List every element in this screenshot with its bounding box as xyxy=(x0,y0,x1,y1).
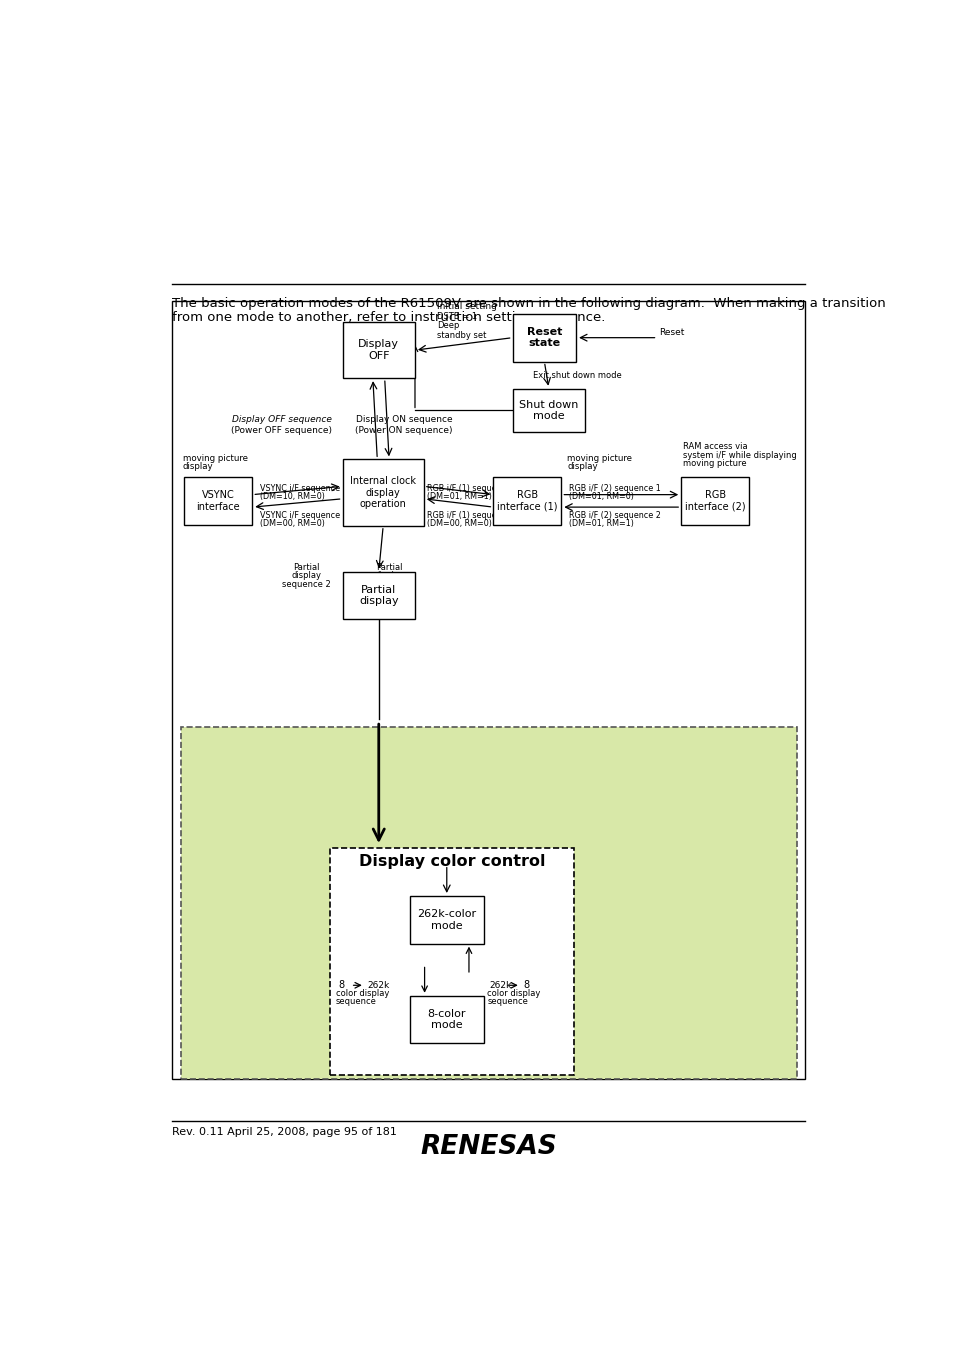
Bar xyxy=(342,323,415,378)
Text: Partial: Partial xyxy=(375,563,402,572)
Text: display: display xyxy=(567,462,598,471)
Text: DSTB = 1: DSTB = 1 xyxy=(436,312,476,321)
Text: 262k: 262k xyxy=(488,981,511,990)
Text: (DM=00, RM=0): (DM=00, RM=0) xyxy=(259,520,324,528)
Bar xyxy=(184,477,252,525)
Text: VSYNC i/F sequence 2: VSYNC i/F sequence 2 xyxy=(259,483,347,493)
Text: moving picture: moving picture xyxy=(567,454,632,463)
Text: VSYNC i/F sequence 1: VSYNC i/F sequence 1 xyxy=(259,510,347,520)
Text: Initial setting: Initial setting xyxy=(436,301,497,310)
Text: 8-color
mode: 8-color mode xyxy=(427,1008,466,1030)
Bar xyxy=(410,996,483,1044)
Text: RAM access via: RAM access via xyxy=(682,443,746,451)
Text: 8: 8 xyxy=(523,980,529,991)
Text: sequence: sequence xyxy=(335,998,376,1006)
Bar xyxy=(493,477,560,525)
Text: moving picture: moving picture xyxy=(183,454,248,463)
Text: Partial
display: Partial display xyxy=(358,585,398,606)
Text: (DM=01, RM=1): (DM=01, RM=1) xyxy=(568,520,633,528)
Text: sequence: sequence xyxy=(487,998,528,1006)
Text: Reset
state: Reset state xyxy=(526,327,561,348)
Text: 262k-color
mode: 262k-color mode xyxy=(416,909,476,930)
Bar xyxy=(410,896,483,944)
Text: (DM=00, RM=0): (DM=00, RM=0) xyxy=(426,520,491,528)
Text: display: display xyxy=(183,462,213,471)
Text: RGB i/F (1) sequence 2: RGB i/F (1) sequence 2 xyxy=(426,510,518,520)
Text: (Power OFF sequence): (Power OFF sequence) xyxy=(232,425,332,435)
Text: Rev. 0.11 April 25, 2008, page 95 of 181: Rev. 0.11 April 25, 2008, page 95 of 181 xyxy=(172,1127,397,1137)
Text: RGB i/F (1) sequence 1: RGB i/F (1) sequence 1 xyxy=(426,483,517,493)
Bar xyxy=(680,477,748,525)
Text: Shut down
mode: Shut down mode xyxy=(518,400,578,421)
Bar xyxy=(342,571,415,620)
Text: from one mode to another, refer to instruction setting sequence.: from one mode to another, refer to instr… xyxy=(172,310,605,324)
Text: Deep: Deep xyxy=(436,321,459,331)
Text: (DM=01, RM=0): (DM=01, RM=0) xyxy=(568,493,633,501)
Text: color display: color display xyxy=(335,990,389,998)
Text: sequence 2: sequence 2 xyxy=(282,579,331,589)
Text: system i/F while displaying: system i/F while displaying xyxy=(682,451,796,459)
Bar xyxy=(180,728,797,1079)
Text: RENESAS: RENESAS xyxy=(420,1134,557,1161)
Text: RGB i/F (2) sequence 2: RGB i/F (2) sequence 2 xyxy=(568,510,660,520)
Bar xyxy=(330,848,574,1075)
Text: (DM=01, RM=1): (DM=01, RM=1) xyxy=(426,493,491,501)
Text: VSYNC
interface: VSYNC interface xyxy=(196,490,240,512)
Text: RGB
interface (2): RGB interface (2) xyxy=(684,490,744,512)
Bar xyxy=(512,389,584,432)
Text: sequence 1: sequence 1 xyxy=(364,579,413,589)
Text: display: display xyxy=(291,571,321,580)
Text: RGB
interface (1): RGB interface (1) xyxy=(497,490,558,512)
Bar xyxy=(512,313,576,362)
Text: RGB i/F (2) sequence 1: RGB i/F (2) sequence 1 xyxy=(568,483,659,493)
Text: display: display xyxy=(374,571,404,580)
Text: (Power ON sequence): (Power ON sequence) xyxy=(355,425,452,435)
Text: color display: color display xyxy=(487,990,540,998)
Text: standby set: standby set xyxy=(436,331,486,340)
Text: Reset: Reset xyxy=(659,328,683,338)
Bar xyxy=(172,301,804,1079)
Text: Display
OFF: Display OFF xyxy=(358,339,399,360)
Text: moving picture: moving picture xyxy=(682,459,745,468)
Text: (DM=10, RM=0): (DM=10, RM=0) xyxy=(259,493,324,501)
Text: Exit shut down mode: Exit shut down mode xyxy=(533,371,621,379)
Text: The basic operation modes of the R61509V are shown in the following diagram.  Wh: The basic operation modes of the R61509V… xyxy=(172,297,885,310)
Text: Display ON sequence: Display ON sequence xyxy=(355,416,452,424)
Text: Display OFF sequence: Display OFF sequence xyxy=(232,416,332,424)
Text: Internal clock
display
operation: Internal clock display operation xyxy=(350,477,416,509)
Text: Display color control: Display color control xyxy=(358,855,544,869)
Text: 8: 8 xyxy=(337,980,344,991)
Text: 262k: 262k xyxy=(367,981,390,990)
Bar xyxy=(342,459,423,526)
Text: Partial: Partial xyxy=(293,563,319,572)
